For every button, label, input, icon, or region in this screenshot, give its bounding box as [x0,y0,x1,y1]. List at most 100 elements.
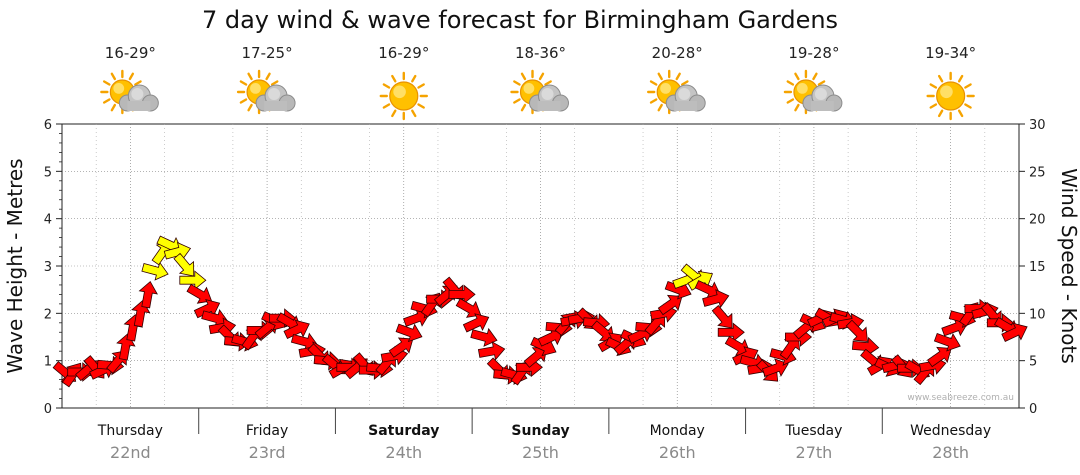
day-date: 22nd [110,443,151,462]
partly-cloudy-icon [100,69,159,115]
day-name: Friday [246,423,288,439]
sun-ray [794,72,800,81]
sun-ray [417,103,425,109]
sun-ray [110,72,117,81]
sun-ray [964,103,972,109]
wind-arrow [926,346,952,368]
sun-ray [929,103,938,109]
sun-highlight [393,85,406,99]
day-labels: Thursday 22nd Friday 23rd Saturday 24th Sunday… [97,423,991,462]
partly-cloudy-icon [783,69,843,115]
sun-ray [957,109,964,118]
day-name: Monday [650,423,705,439]
sun-ray [128,72,135,81]
partly-cloudy-icon [510,69,569,115]
sun-ray [391,74,397,83]
sun-highlight [113,83,125,94]
sun-ray [239,98,248,104]
wind-arrow [470,327,498,347]
cloud-shape [255,84,296,112]
wind-arrow [388,337,414,358]
daily-temperatures: 16-29° 17-25° 16-29° 18-36° 20-28° 19-28° 19-3… [105,44,976,62]
left-tick-label: 0 [44,402,52,417]
day-temperature: 17-25° [242,44,293,62]
sun-ray [391,109,397,118]
wind-arrow [163,241,192,261]
wind-arrow [537,327,565,347]
sun-ray [247,72,253,81]
wind-arrow [186,283,213,304]
wind-arrow [761,358,789,377]
chart-title: 7 day wind & wave forecast for Birmingha… [202,6,838,34]
right-axis-title: Wind Speed - Knots [1057,168,1080,364]
cloud-shape [665,84,706,112]
wind-arrow [138,280,158,309]
wind-arrow [687,270,714,291]
day-temperature: 19-34° [925,44,976,62]
right-tick-label: 15 [1029,260,1046,275]
sun-highlight [940,85,953,99]
sun-ray [247,103,253,112]
sun-ray [102,98,111,104]
sun-ray [239,80,248,86]
right-tick-label: 10 [1029,307,1046,322]
wind-arrow [455,298,482,318]
sun-ray [411,74,417,83]
sun-highlight [523,83,535,94]
wind-arrows [52,235,1028,388]
sun-ray [657,103,663,112]
sun-ray [794,103,800,112]
day-date: 27th [796,443,833,462]
wind-arrow [179,270,207,291]
wind-arrow [1001,322,1028,342]
wind-arrow [462,313,490,333]
cloud-shape [118,84,159,112]
wind-arrow [141,261,169,281]
sun-ray [513,98,521,104]
wind-arrow [448,284,476,305]
day-date: 26th [659,443,696,462]
partly-cloudy-icon [647,69,706,115]
left-tick-label: 3 [44,260,52,275]
sun-ray [265,72,271,81]
sun-ray [675,72,681,81]
day-temperature: 16-29° [378,44,429,62]
sun-highlight [660,83,672,94]
sun-ray [134,80,142,86]
sun-ray [538,72,545,81]
sun-ray [520,72,527,81]
day-date: 23rd [249,443,286,462]
wind-arrow [173,252,195,277]
sunny-icon [379,71,428,121]
weather-icons [100,69,975,121]
sun-ray [964,83,972,89]
sun-ray [520,103,527,112]
day-date: 25th [522,443,559,462]
sun-ray [544,80,552,86]
sun-ray [786,80,795,86]
right-tick-label: 25 [1029,165,1046,180]
sun-highlight [796,83,808,94]
day-temperature: 19-28° [788,44,839,62]
sun-ray [937,74,944,83]
sun-highlight [250,83,261,94]
day-temperature: 20-28° [652,44,703,62]
sun-ray [382,103,391,109]
wind-arrow [395,323,423,343]
right-tick-label: 20 [1029,213,1046,228]
wind-arrow [477,341,506,361]
axis-ticks: 0 1 2 3 4 5 6 0 5 10 15 20 25 30 [44,118,1046,417]
wind-arrow [717,322,745,343]
day-date: 24th [385,443,422,462]
right-tick-label: 30 [1029,118,1046,133]
cloud-shape [529,84,569,112]
wind-arrow [933,332,961,352]
wind-arrow [283,319,310,340]
day-date: 28th [932,443,969,462]
day-name: Sunday [511,423,569,439]
left-tick-label: 4 [44,213,52,228]
sun-ray [812,72,818,81]
day-temperature: 18-36° [515,44,566,62]
sun-ray [681,80,689,86]
